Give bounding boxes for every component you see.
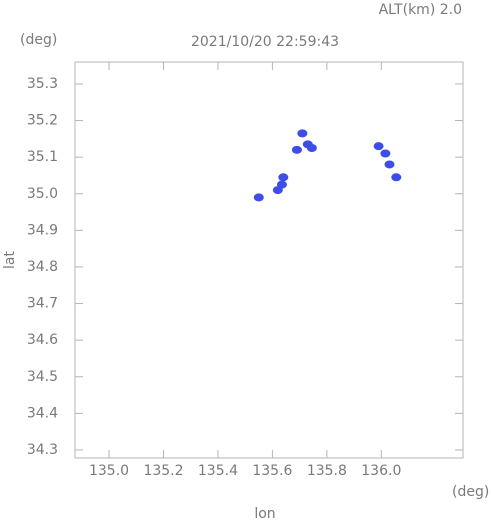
echo-point	[380, 149, 391, 158]
echo-point	[291, 145, 302, 154]
x-tick-label: 135.8	[307, 463, 347, 479]
altitude-header: ALT(km) 2.0	[379, 2, 462, 18]
y-axis-label: lat	[2, 251, 18, 269]
echo-point	[306, 144, 317, 153]
y-unit: (deg)	[20, 32, 57, 48]
x-tick-label: 135.4	[198, 463, 238, 479]
plot-frame	[74, 61, 464, 459]
echo-point	[297, 129, 308, 138]
x-tick-label: 135.0	[89, 463, 129, 479]
echo-point	[391, 173, 402, 182]
echo-point	[253, 193, 264, 202]
y-tick-label: 34.5	[27, 369, 58, 385]
echo-point	[272, 186, 283, 195]
echo-point	[278, 173, 289, 182]
echo-point	[384, 160, 395, 169]
y-tick-label: 34.7	[27, 296, 58, 312]
x-unit: (deg)	[452, 484, 489, 500]
y-tick-label: 34.9	[27, 222, 58, 238]
x-axis-label: lon	[254, 506, 275, 521]
y-tick-label: 35.1	[27, 149, 58, 165]
y-tick-label: 35.2	[27, 113, 58, 129]
y-tick-label: 34.3	[27, 442, 58, 458]
y-tick-label: 35.3	[27, 76, 58, 92]
x-tick-label: 135.6	[252, 463, 292, 479]
y-tick-label: 34.4	[27, 405, 58, 421]
echo-point	[373, 142, 384, 151]
chart-title: 2021/10/20 22:59:43	[191, 34, 339, 50]
y-tick-label: 34.8	[27, 259, 58, 275]
y-tick-label: 35.0	[27, 186, 58, 202]
y-tick-label: 34.6	[27, 332, 58, 348]
x-tick-label: 135.2	[143, 463, 183, 479]
x-tick-label: 136.0	[361, 463, 401, 479]
